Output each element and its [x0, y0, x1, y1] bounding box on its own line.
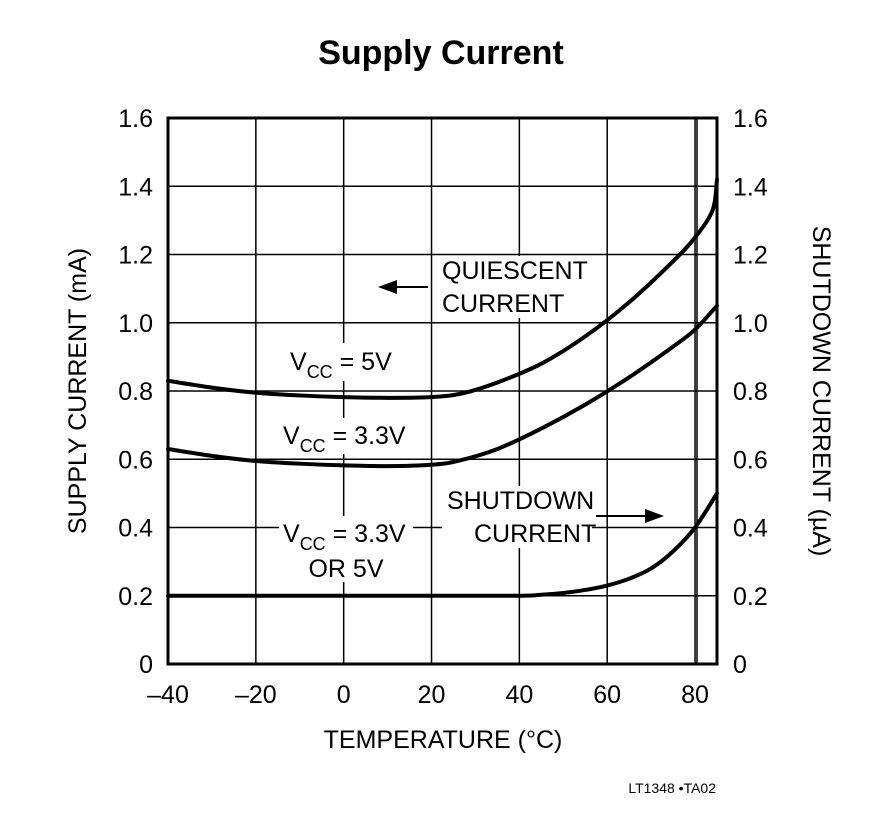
y-tick-right-5: 1.0: [733, 310, 768, 338]
quiescent-label-line2: CURRENT: [442, 290, 564, 318]
tick-labels: 0 0 0.2 0.2 0.4 0.4 0.6 0.6 0.8 0.8 1.0 1.0 1.2 1.2 1.…: [118, 105, 768, 709]
x-tick-6: 80: [681, 681, 709, 709]
figure-code: LT1348 •TA02: [628, 780, 716, 796]
data-curves: [166, 177, 719, 598]
x-tick-3: 20: [418, 681, 446, 709]
y-tick-right-7: 1.4: [733, 173, 768, 201]
y-tick-left-4: 0.8: [118, 378, 153, 406]
y-axis-label-right: SHUTDOWN CURRENT (µA): [807, 226, 835, 557]
y-tick-right-3: 0.6: [733, 446, 768, 474]
y-tick-right-6: 1.2: [733, 242, 768, 270]
shutdown-label-line1: SHUTDOWN: [447, 487, 594, 515]
x-tick-0: –40: [147, 681, 189, 709]
quiescent-label-line1: QUIESCENT: [442, 257, 588, 285]
vcc33-label: VCC = 3.3V: [283, 422, 406, 456]
shutdown-label-line2: CURRENT: [474, 520, 596, 548]
vcc5-label: VCC = 5V: [290, 348, 392, 382]
quiescent-label-backdrop: [437, 256, 583, 318]
y-tick-left-7: 1.4: [118, 173, 153, 201]
x-tick-1: –20: [235, 681, 277, 709]
chart-title: Supply Current: [318, 34, 564, 72]
vcc5-label-backdrop: [286, 343, 402, 381]
vcc33-label-backdrop: [279, 418, 413, 454]
y-tick-left-6: 1.2: [118, 242, 153, 270]
y-tick-left-8: 1.6: [118, 105, 153, 133]
vcc-both-label: VCC = 3.3V: [283, 520, 406, 554]
y-tick-right-2: 0.4: [733, 515, 768, 543]
series-line-2: [166, 491, 719, 598]
x-tick-5: 60: [593, 681, 621, 709]
x-tick-2: 0: [337, 681, 351, 709]
x-tick-4: 40: [505, 681, 533, 709]
y-tick-left-3: 0.6: [118, 446, 153, 474]
vcc-both-label-line2: OR 5V: [308, 555, 383, 583]
y-tick-left-1: 0.2: [118, 583, 153, 611]
y-tick-left-2: 0.4: [118, 515, 153, 543]
shutdown-label-backdrop: [442, 486, 592, 548]
y-tick-left-5: 1.0: [118, 310, 153, 338]
y-tick-right-8: 1.6: [733, 105, 768, 133]
y-tick-right-1: 0.2: [733, 583, 768, 611]
vcc-both-label-backdrop: [279, 516, 413, 582]
y-axis-label-left: SUPPLY CURRENT (mA): [64, 248, 92, 534]
left-arrow-icon: [378, 280, 428, 294]
y-tick-left-0: 0: [139, 651, 153, 679]
y-tick-right-4: 0.8: [733, 378, 768, 406]
right-arrow-icon: [596, 509, 664, 523]
y-tick-right-0: 0: [733, 651, 747, 679]
series-line-0: [166, 177, 719, 400]
series-line-1: [166, 303, 719, 469]
plot-frame: [166, 116, 719, 666]
x-axis-label: TEMPERATURE (°C): [324, 726, 563, 754]
